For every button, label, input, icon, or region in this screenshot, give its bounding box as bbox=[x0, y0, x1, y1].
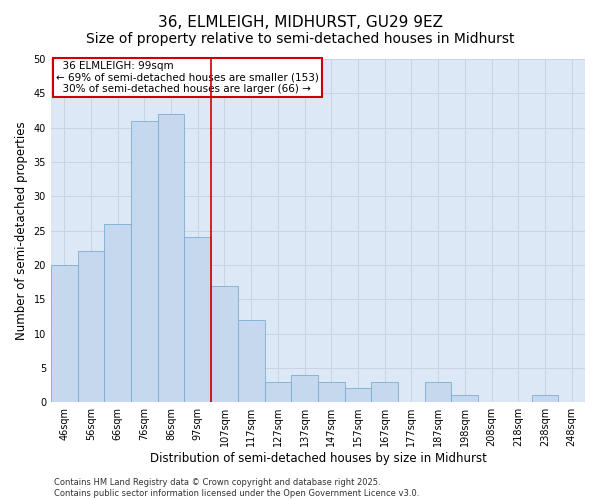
Bar bbox=[265, 382, 291, 402]
Bar bbox=[158, 114, 184, 402]
Bar bbox=[291, 375, 318, 402]
Bar bbox=[51, 265, 77, 402]
Bar bbox=[211, 286, 238, 402]
Bar bbox=[318, 382, 344, 402]
Bar bbox=[104, 224, 131, 402]
X-axis label: Distribution of semi-detached houses by size in Midhurst: Distribution of semi-detached houses by … bbox=[149, 452, 487, 465]
Text: Size of property relative to semi-detached houses in Midhurst: Size of property relative to semi-detach… bbox=[86, 32, 514, 46]
Bar bbox=[344, 388, 371, 402]
Y-axis label: Number of semi-detached properties: Number of semi-detached properties bbox=[15, 122, 28, 340]
Bar bbox=[371, 382, 398, 402]
Bar bbox=[451, 396, 478, 402]
Bar bbox=[532, 396, 558, 402]
Text: Contains HM Land Registry data © Crown copyright and database right 2025.
Contai: Contains HM Land Registry data © Crown c… bbox=[54, 478, 419, 498]
Bar bbox=[77, 251, 104, 402]
Text: 36 ELMLEIGH: 99sqm
← 69% of semi-detached houses are smaller (153)
  30% of semi: 36 ELMLEIGH: 99sqm ← 69% of semi-detache… bbox=[56, 60, 319, 94]
Bar bbox=[238, 320, 265, 402]
Bar bbox=[425, 382, 451, 402]
Bar bbox=[131, 121, 158, 402]
Text: 36, ELMLEIGH, MIDHURST, GU29 9EZ: 36, ELMLEIGH, MIDHURST, GU29 9EZ bbox=[157, 15, 443, 30]
Bar bbox=[184, 238, 211, 402]
